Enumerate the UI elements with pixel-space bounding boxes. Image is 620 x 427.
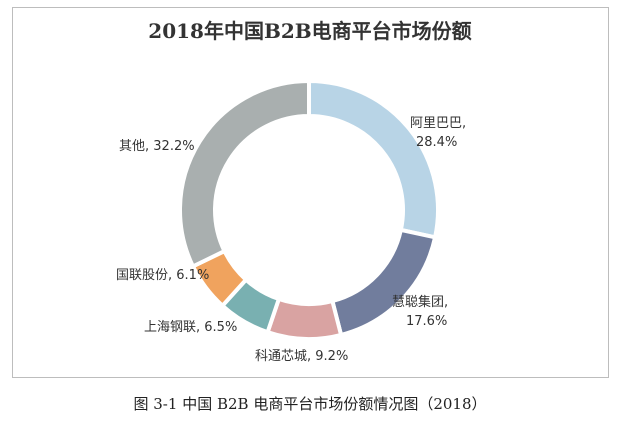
slice-label-value: 9.2%	[315, 349, 348, 364]
slice-label-shanghai-gangl: 上海钢联, 6.5%	[144, 320, 237, 335]
slice-label-ketong: 科通芯城, 9.2%	[255, 349, 348, 364]
slice-label-huicong: 慧聪集团, 17.6%	[392, 294, 448, 329]
slice-label-name: 上海钢联	[144, 320, 196, 335]
slice-other	[178, 78, 311, 270]
chart-title: 2018年中国B2B电商平台市场份额	[148, 19, 471, 43]
slice-label-guolian: 国联股份, 6.1%	[116, 268, 209, 283]
slice-label-value: 6.5%	[204, 320, 237, 335]
svg-text:其他, 32.2%: 其他, 32.2%	[119, 139, 195, 154]
svg-text:国联股份, 6.1%: 国联股份, 6.1%	[116, 268, 209, 283]
slice-label-value: 32.2%	[153, 139, 194, 154]
slice-label-name: 其他	[119, 139, 145, 154]
svg-text:上海钢联, 6.5%: 上海钢联, 6.5%	[144, 320, 237, 335]
slice-label-name: 科通芯城	[255, 349, 307, 364]
slice-label-name: 国联股份	[116, 268, 168, 283]
slice-label-name: 慧聪集团	[392, 294, 444, 310]
slice-label-value: 6.1%	[176, 268, 209, 283]
slice-label-alibaba: 阿里巴巴, 28.4%	[410, 116, 466, 150]
svg-text:慧聪集团,: 慧聪集团,	[392, 294, 448, 310]
svg-text:阿里巴巴,: 阿里巴巴,	[410, 116, 466, 131]
slice-label-name: 阿里巴巴	[410, 116, 462, 131]
slice-alibaba	[307, 78, 440, 240]
slice-label-value: 28.4%	[416, 135, 457, 150]
figure-caption: 图 3-1 中国 B2B 电商平台市场份额情况图（2018）	[133, 395, 487, 413]
slice-label-other: 其他, 32.2%	[119, 139, 195, 154]
svg-text:科通芯城, 9.2%: 科通芯城, 9.2%	[255, 349, 348, 364]
donut-slices	[178, 78, 440, 341]
slice-label-value: 17.6%	[406, 314, 447, 329]
